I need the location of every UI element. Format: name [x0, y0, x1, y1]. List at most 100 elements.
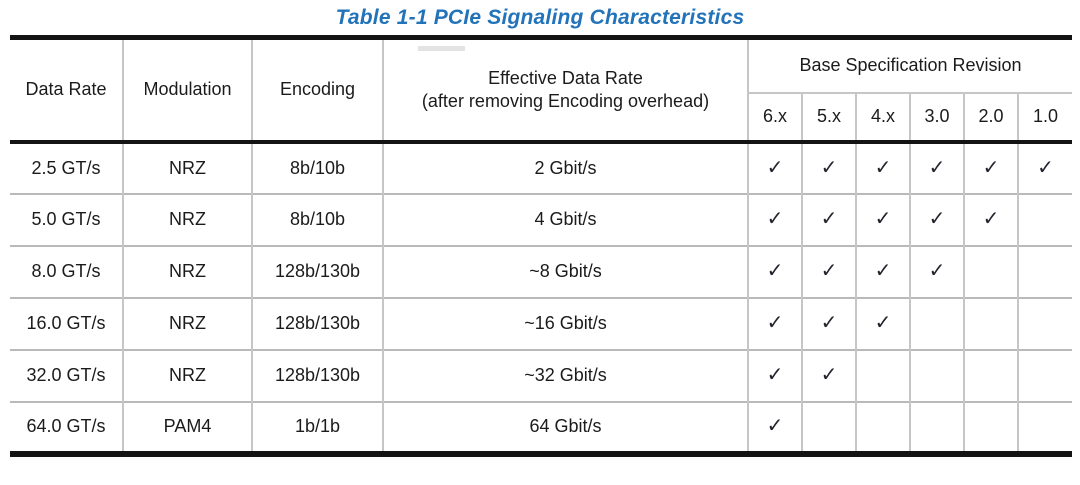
effective-header-title: Effective Data Rate: [488, 67, 643, 88]
gray-dash: [418, 46, 465, 51]
check-cell: [963, 400, 1018, 454]
check-cell: ✓: [747, 192, 802, 246]
table-row: 5.0 GT/s NRZ 8b/10b 4 Gbit/s ✓ ✓ ✓ ✓ ✓: [10, 192, 1073, 246]
col-header-data-rate: Data Rate: [10, 37, 123, 144]
cell-encoding: 1b/1b: [251, 400, 383, 454]
cell-data-rate: 32.0 GT/s: [10, 348, 123, 402]
cell-encoding: 128b/130b: [251, 348, 383, 402]
cell-effective-rate: 2 Gbit/s: [382, 141, 748, 194]
pcie-signaling-table: Data Rate Modulation Encoding Effective …: [10, 35, 1073, 457]
check-cell: ✓: [855, 296, 910, 350]
check-icon: ✓: [1037, 156, 1054, 179]
cell-effective-rate: ~8 Gbit/s: [382, 244, 748, 298]
check-cell: ✓: [747, 400, 802, 454]
cell-data-rate: 2.5 GT/s: [31, 157, 101, 178]
col-header-effective-data-rate: Effective Data Rate (after removing Enco…: [382, 37, 748, 144]
check-icon: ✓: [928, 208, 946, 230]
table-row: 64.0 GT/s PAM4 1b/1b 64 Gbit/s ✓: [10, 400, 1073, 454]
cell-encoding: 8b/10b: [251, 141, 383, 194]
check-cell: ✓: [963, 141, 1018, 194]
check-cell: ✓: [963, 192, 1018, 246]
check-cell: [963, 296, 1018, 350]
col-header-rev-1-0: 1.0: [1016, 92, 1073, 144]
check-icon: ✓: [820, 208, 838, 230]
check-icon: ✓: [874, 156, 892, 179]
cell-modulation: NRZ: [122, 192, 252, 246]
check-icon: ✓: [766, 364, 784, 386]
cell-data-rate: 5.0 GT/s: [10, 192, 123, 246]
check-cell: ✓: [801, 244, 856, 298]
check-cell: ✓: [909, 192, 964, 246]
col-header-rev-4x: 4.x: [855, 92, 910, 144]
cell-data-rate: 16.0 GT/s: [10, 296, 123, 350]
check-icon: ✓: [928, 260, 946, 282]
cell-encoding: 128b/130b: [251, 244, 383, 298]
check-cell: ✓: [801, 348, 856, 402]
check-icon: ✓: [982, 208, 1000, 230]
check-cell: ✓: [855, 192, 910, 246]
check-cell: ✓: [855, 244, 910, 298]
cell-modulation: NRZ: [122, 296, 252, 350]
check-cell: [963, 244, 1018, 298]
check-icon: ✓: [766, 260, 784, 282]
check-cell: [801, 400, 856, 454]
cell-encoding: 128b/130b: [251, 296, 383, 350]
cell-effective-rate: 4 Gbit/s: [382, 192, 748, 246]
check-cell: ✓: [747, 141, 802, 194]
col-header-modulation: Modulation: [122, 37, 252, 144]
check-cell: [909, 296, 964, 350]
table-title: Table 1-1 PCIe Signaling Characteristics: [335, 6, 745, 29]
check-icon: ✓: [874, 312, 892, 334]
col-header-base-spec-revision: Base Specification Revision: [746, 37, 1073, 94]
col-header-rev-6x: 6.x: [747, 92, 802, 144]
col-header-rev-2-0: 2.0: [963, 92, 1018, 144]
check-cell: [1016, 296, 1073, 350]
check-icon: ✓: [874, 260, 892, 282]
col-header-encoding: Encoding: [251, 37, 383, 144]
check-cell: [963, 348, 1018, 402]
check-icon: ✓: [766, 415, 784, 437]
check-icon: ✓: [820, 364, 838, 386]
check-icon: ✓: [820, 312, 838, 334]
check-cell: [1016, 244, 1073, 298]
check-cell: [909, 400, 964, 454]
check-icon: ✓: [820, 260, 838, 282]
check-cell: ✓: [801, 296, 856, 350]
check-cell: ✓: [909, 141, 964, 194]
col-header-rev-3-0: 3.0: [909, 92, 964, 144]
cell-effective-rate: 64 Gbit/s: [382, 400, 748, 454]
check-cell: ✓: [855, 141, 910, 194]
check-icon: ✓: [766, 312, 784, 334]
check-cell: ✓: [909, 244, 964, 298]
check-icon: ✓: [982, 156, 1000, 179]
table-row: 8.0 GT/s NRZ 128b/130b ~8 Gbit/s ✓ ✓ ✓ ✓: [10, 244, 1073, 298]
check-cell: [855, 348, 910, 402]
check-icon: ✓: [766, 208, 784, 230]
check-cell: [1016, 348, 1073, 402]
check-cell: [909, 348, 964, 402]
check-cell: ✓: [801, 141, 856, 194]
check-cell: [1016, 192, 1073, 246]
check-cell: ✓: [747, 348, 802, 402]
check-icon: ✓: [928, 156, 946, 179]
cell-data-rate: 64.0 GT/s: [10, 400, 123, 454]
check-cell: ✓: [747, 244, 802, 298]
check-cell: [1016, 400, 1073, 454]
table-row: 2.5 GT/s NRZ 8b/10b 2 Gbit/s ✓ ✓ ✓ ✓ ✓ ✓: [10, 141, 1073, 194]
cell-modulation: NRZ: [122, 244, 252, 298]
cell-effective-rate: ~16 Gbit/s: [382, 296, 748, 350]
cell-effective-rate: ~32 Gbit/s: [382, 348, 748, 402]
table-row: 32.0 GT/s NRZ 128b/130b ~32 Gbit/s ✓ ✓: [10, 348, 1073, 402]
check-cell: ✓: [801, 192, 856, 246]
check-cell: ✓: [747, 296, 802, 350]
cell-modulation: PAM4: [122, 400, 252, 454]
col-header-rev-5x: 5.x: [801, 92, 856, 144]
check-icon: ✓: [874, 208, 892, 230]
effective-header-subtitle: (after removing Encoding overhead): [421, 90, 710, 111]
cell-encoding: 8b/10b: [251, 192, 383, 246]
check-icon: ✓: [766, 156, 784, 179]
check-cell: [855, 400, 910, 454]
check-icon: ✓: [820, 156, 838, 179]
table-row: 16.0 GT/s NRZ 128b/130b ~16 Gbit/s ✓ ✓ ✓: [10, 296, 1073, 350]
cell-modulation: NRZ: [122, 348, 252, 402]
